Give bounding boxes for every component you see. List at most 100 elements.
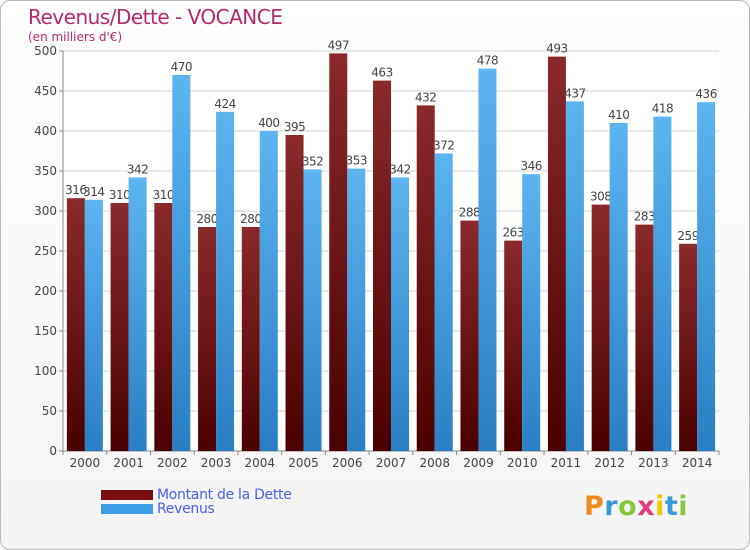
data-label-debt: 310 bbox=[153, 188, 174, 202]
y-tick-label: 150 bbox=[34, 324, 57, 338]
legend-label-revenue: Revenus bbox=[157, 501, 215, 517]
bar-revenue bbox=[303, 169, 322, 451]
data-label-revenue: 314 bbox=[83, 185, 104, 199]
bar-revenue bbox=[478, 68, 497, 451]
bar-revenue bbox=[172, 75, 191, 451]
data-label-revenue: 437 bbox=[564, 86, 585, 100]
data-label-revenue: 342 bbox=[127, 162, 148, 176]
data-label-revenue: 470 bbox=[171, 60, 192, 74]
bar-revenue bbox=[391, 177, 409, 451]
data-label-revenue: 400 bbox=[258, 116, 279, 130]
bar-revenue bbox=[609, 123, 628, 451]
legend-label-debt: Montant de la Dette bbox=[157, 487, 292, 503]
x-tick-label: 2002 bbox=[157, 456, 188, 470]
data-label-debt: 493 bbox=[546, 42, 567, 56]
x-tick-label: 2010 bbox=[507, 456, 538, 470]
data-label-revenue: 342 bbox=[389, 162, 410, 176]
data-label-debt: 463 bbox=[371, 66, 392, 80]
legend-item-debt: Montant de la Dette bbox=[101, 487, 292, 503]
x-tick-label: 2004 bbox=[245, 456, 276, 470]
data-label-revenue: 352 bbox=[302, 154, 323, 168]
logo-letter: i bbox=[655, 491, 665, 522]
bar-revenue bbox=[216, 111, 235, 452]
data-label-debt: 316 bbox=[65, 183, 86, 197]
bar-debt bbox=[460, 220, 479, 451]
data-label-debt: 280 bbox=[196, 212, 217, 226]
chart-subtitle: (en milliers d'€) bbox=[28, 30, 123, 44]
data-label-debt: 263 bbox=[502, 226, 523, 240]
bar-debt bbox=[635, 224, 654, 451]
data-label-revenue: 353 bbox=[346, 154, 367, 168]
x-tick-label: 2013 bbox=[638, 456, 669, 470]
x-tick-label: 2007 bbox=[376, 456, 407, 470]
proxiti-logo: Proxiti bbox=[584, 491, 688, 522]
data-label-debt: 288 bbox=[459, 206, 480, 220]
y-tick-label: 200 bbox=[34, 284, 57, 298]
legend-item-revenue: Revenus bbox=[101, 501, 215, 517]
logo-letter: o bbox=[618, 491, 638, 522]
bar-revenue bbox=[565, 101, 584, 452]
bar-revenue bbox=[434, 153, 453, 451]
y-tick-label: 50 bbox=[42, 404, 57, 418]
bar-debt bbox=[66, 198, 85, 451]
data-label-revenue: 436 bbox=[695, 87, 716, 101]
x-tick-label: 2008 bbox=[419, 456, 450, 470]
x-tick-label: 2003 bbox=[201, 456, 232, 470]
x-tick-label: 2000 bbox=[70, 456, 101, 470]
logo-letter: t bbox=[664, 491, 679, 522]
data-label-debt: 283 bbox=[634, 210, 655, 224]
data-label-debt: 310 bbox=[109, 188, 130, 202]
y-tick-label: 400 bbox=[34, 124, 57, 138]
data-label-debt: 395 bbox=[284, 120, 305, 134]
y-tick-label: 0 bbox=[49, 444, 57, 458]
data-label-debt: 308 bbox=[590, 190, 611, 204]
x-tick-label: 2009 bbox=[463, 456, 494, 470]
x-tick-label: 2005 bbox=[288, 456, 319, 470]
legend-swatch-revenue bbox=[101, 504, 153, 514]
logo-letter: P bbox=[584, 491, 605, 522]
y-tick-label: 450 bbox=[34, 84, 57, 98]
bar-revenue bbox=[653, 116, 672, 451]
bar-debt bbox=[373, 80, 391, 451]
x-tick-label: 2011 bbox=[551, 456, 582, 470]
bar-debt bbox=[285, 135, 304, 451]
data-label-debt: 259 bbox=[677, 229, 698, 243]
data-label-debt: 497 bbox=[328, 38, 349, 52]
chart-title: Revenus/Dette - VOCANCE bbox=[28, 5, 283, 29]
y-tick-label: 300 bbox=[34, 204, 57, 218]
bar-debt bbox=[591, 204, 610, 451]
bar-revenue bbox=[84, 199, 103, 451]
bar-debt bbox=[241, 227, 260, 451]
bar-debt bbox=[504, 240, 523, 451]
bar-debt bbox=[329, 53, 348, 452]
data-label-debt: 280 bbox=[240, 212, 261, 226]
bar-debt bbox=[154, 203, 173, 451]
data-label-revenue: 418 bbox=[652, 102, 673, 116]
bar-debt bbox=[547, 56, 566, 451]
bar-revenue bbox=[259, 131, 278, 451]
logo-letter: i bbox=[678, 491, 689, 522]
y-tick-label: 500 bbox=[34, 44, 57, 58]
bar-revenue bbox=[128, 177, 147, 451]
bar-debt bbox=[110, 203, 129, 451]
bar-debt bbox=[679, 243, 698, 451]
legend-swatch-debt bbox=[101, 490, 153, 500]
bar-revenue bbox=[522, 174, 541, 451]
data-label-debt: 432 bbox=[415, 90, 436, 104]
y-tick-label: 350 bbox=[34, 164, 57, 178]
logo-letter: x bbox=[637, 491, 656, 522]
data-label-revenue: 372 bbox=[433, 138, 454, 152]
x-tick-label: 2001 bbox=[113, 456, 144, 470]
bar-debt bbox=[416, 105, 435, 452]
bar-revenue bbox=[697, 102, 716, 451]
y-tick-label: 100 bbox=[34, 364, 57, 378]
x-tick-label: 2014 bbox=[682, 456, 713, 470]
bar-debt bbox=[198, 227, 217, 451]
x-tick-label: 2012 bbox=[594, 456, 625, 470]
x-tick-label: 2006 bbox=[332, 456, 363, 470]
data-label-revenue: 410 bbox=[608, 108, 629, 122]
data-label-revenue: 346 bbox=[520, 159, 541, 173]
logo-letter: r bbox=[604, 491, 619, 522]
